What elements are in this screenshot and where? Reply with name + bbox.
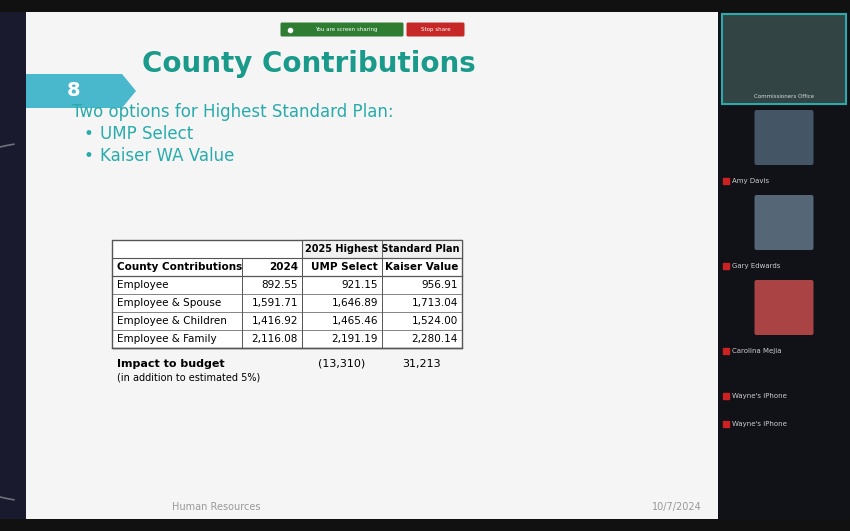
Text: UMP Select: UMP Select <box>311 262 378 272</box>
Text: 1,416.92: 1,416.92 <box>252 316 298 326</box>
Text: 1,465.46: 1,465.46 <box>332 316 378 326</box>
Bar <box>722 14 846 104</box>
Text: 2025 Highest Standard Plan: 2025 Highest Standard Plan <box>305 244 459 254</box>
Text: County Contributions: County Contributions <box>142 50 476 78</box>
Text: Gary Edwards: Gary Edwards <box>732 263 780 269</box>
Text: 1,646.89: 1,646.89 <box>332 298 378 308</box>
Text: Wayne's iPhone: Wayne's iPhone <box>732 393 787 399</box>
Text: Wayne's iPhone: Wayne's iPhone <box>732 421 787 427</box>
Text: County Contributions: County Contributions <box>117 262 242 272</box>
Bar <box>12 12 26 519</box>
Text: UMP Select: UMP Select <box>100 125 193 143</box>
Text: •: • <box>84 125 94 143</box>
Text: You are screen sharing: You are screen sharing <box>314 27 377 32</box>
Text: 2,116.08: 2,116.08 <box>252 334 298 344</box>
Text: Stop share: Stop share <box>421 27 450 32</box>
Bar <box>0 519 850 531</box>
Text: Employee & Spouse: Employee & Spouse <box>117 298 221 308</box>
Bar <box>112 240 462 348</box>
Text: Two options for Highest Standard Plan:: Two options for Highest Standard Plan: <box>72 103 394 121</box>
Text: Employee & Family: Employee & Family <box>117 334 217 344</box>
Text: Commissioners Office: Commissioners Office <box>754 93 814 98</box>
Text: 956.91: 956.91 <box>422 280 458 290</box>
Text: Amy Davis: Amy Davis <box>732 178 769 184</box>
Text: (13,310): (13,310) <box>319 359 366 369</box>
Text: 10/7/2024: 10/7/2024 <box>652 502 702 512</box>
Text: 1,524.00: 1,524.00 <box>411 316 458 326</box>
FancyBboxPatch shape <box>755 280 813 335</box>
Text: 2,280.14: 2,280.14 <box>411 334 458 344</box>
Bar <box>0 0 850 12</box>
FancyBboxPatch shape <box>406 22 464 37</box>
Text: •: • <box>84 147 94 165</box>
Text: Human Resources: Human Resources <box>172 502 260 512</box>
Text: 2,191.19: 2,191.19 <box>332 334 378 344</box>
Text: Employee & Children: Employee & Children <box>117 316 227 326</box>
Bar <box>302 240 462 258</box>
Text: 1,591.71: 1,591.71 <box>252 298 298 308</box>
Text: Carolina Mejia: Carolina Mejia <box>732 348 781 354</box>
Text: (in addition to estimated 5%): (in addition to estimated 5%) <box>117 373 260 383</box>
Text: Employee: Employee <box>117 280 168 290</box>
Text: 892.55: 892.55 <box>262 280 298 290</box>
Polygon shape <box>26 74 136 108</box>
Bar <box>718 0 850 531</box>
Text: 8: 8 <box>67 81 81 100</box>
Text: Kaiser WA Value: Kaiser WA Value <box>100 147 235 165</box>
FancyBboxPatch shape <box>755 195 813 250</box>
Text: 2024: 2024 <box>269 262 298 272</box>
Text: Impact to budget: Impact to budget <box>117 359 224 369</box>
FancyBboxPatch shape <box>755 110 813 165</box>
Bar <box>12 12 718 519</box>
Text: 1,713.04: 1,713.04 <box>411 298 458 308</box>
FancyBboxPatch shape <box>280 22 404 37</box>
Text: 921.15: 921.15 <box>342 280 378 290</box>
Text: Kaiser Value: Kaiser Value <box>384 262 458 272</box>
Text: 31,213: 31,213 <box>403 359 441 369</box>
